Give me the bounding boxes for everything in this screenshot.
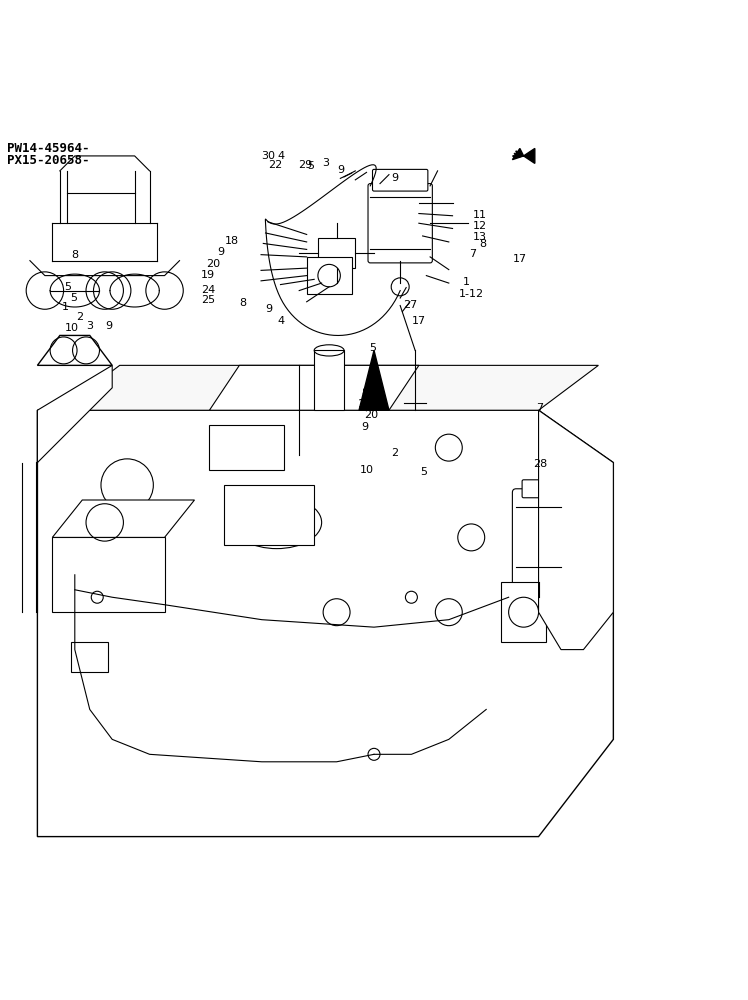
Text: 9: 9 [391, 173, 399, 183]
Text: 1-12: 1-12 [459, 289, 484, 299]
Text: 20: 20 [206, 259, 220, 269]
Text: 1: 1 [62, 302, 70, 312]
Text: 1: 1 [462, 277, 470, 287]
Polygon shape [52, 500, 194, 537]
Text: 5: 5 [369, 343, 376, 353]
Bar [307, 257, 352, 294]
Text: PX15-20658-: PX15-20658- [7, 154, 90, 167]
Text: 12: 12 [473, 221, 486, 231]
Text: 8: 8 [479, 239, 486, 249]
Polygon shape [512, 148, 535, 163]
Text: 3: 3 [86, 321, 94, 331]
Polygon shape [359, 350, 389, 410]
Text: 28: 28 [533, 459, 548, 469]
Text: 10: 10 [65, 323, 79, 333]
Bar [314, 350, 344, 410]
Text: 2: 2 [391, 448, 399, 458]
Text: 9: 9 [217, 247, 224, 257]
Text: 27: 27 [402, 300, 417, 310]
Text: 7: 7 [536, 403, 544, 413]
Text: 18: 18 [358, 399, 372, 409]
FancyBboxPatch shape [522, 480, 555, 498]
Text: 30: 30 [261, 151, 275, 161]
Text: 5: 5 [70, 293, 77, 303]
Text: 25: 25 [201, 295, 215, 305]
Text: 8: 8 [71, 250, 79, 260]
Text: PW14-45964-: PW14-45964- [7, 142, 90, 155]
Text: 8: 8 [361, 388, 369, 398]
Bar [209, 425, 284, 470]
Text: 5: 5 [420, 467, 428, 477]
Text: 5: 5 [307, 161, 314, 171]
Polygon shape [60, 365, 598, 410]
Text: 20: 20 [364, 410, 378, 420]
Text: 9: 9 [361, 422, 369, 432]
Text: 24: 24 [200, 285, 215, 295]
Text: 9: 9 [337, 165, 344, 175]
Bar [501, 582, 546, 642]
Polygon shape [52, 537, 165, 612]
FancyBboxPatch shape [368, 184, 432, 263]
Text: 29: 29 [298, 160, 313, 170]
Polygon shape [539, 410, 613, 650]
Bar [224, 485, 314, 545]
Text: 7: 7 [469, 249, 476, 259]
Text: 2: 2 [76, 312, 83, 322]
Text: 18: 18 [225, 236, 239, 246]
Text: 9: 9 [105, 321, 112, 331]
Text: 17: 17 [412, 316, 426, 326]
FancyBboxPatch shape [512, 489, 565, 586]
Text: 3: 3 [322, 158, 329, 168]
Bar [318, 238, 355, 268]
Text: 4: 4 [277, 151, 284, 161]
Polygon shape [37, 335, 112, 365]
Text: 13: 13 [473, 232, 486, 242]
Polygon shape [209, 365, 419, 410]
Bar [71, 642, 108, 672]
Text: 19: 19 [201, 270, 215, 280]
Text: 22: 22 [268, 160, 283, 170]
FancyBboxPatch shape [373, 169, 428, 191]
Text: 9: 9 [266, 304, 273, 314]
Polygon shape [37, 410, 613, 837]
Text: 17: 17 [513, 254, 527, 264]
Text: 10: 10 [360, 465, 373, 475]
Text: 4: 4 [277, 316, 284, 326]
Text: 11: 11 [473, 210, 486, 220]
Text: 8: 8 [239, 298, 247, 308]
Text: 5: 5 [64, 282, 71, 292]
Polygon shape [37, 365, 112, 463]
